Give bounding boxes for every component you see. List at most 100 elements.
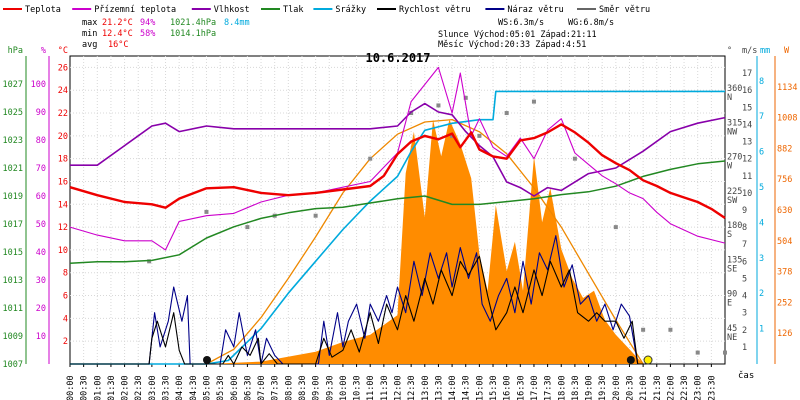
x-tick-label: 03:00 xyxy=(148,375,158,400)
wm2-tick-label: 756 xyxy=(777,175,792,185)
wind-dir-point xyxy=(572,156,577,161)
x-tick-label: 10:30 xyxy=(353,375,363,400)
x-tick-label: 19:00 xyxy=(585,375,595,400)
dir-tick-compass: N xyxy=(727,93,732,103)
ms-tick-label: 5 xyxy=(742,274,747,284)
x-tick-label: 18:00 xyxy=(557,375,567,400)
wind-dir-point xyxy=(245,225,250,230)
x-tick-label: 20:30 xyxy=(625,375,635,400)
x-tick-label: 11:00 xyxy=(366,375,376,400)
temp-tick-label: 6 xyxy=(63,292,68,302)
x-tick-label: 01:00 xyxy=(93,375,103,400)
legend-label: Rychlost větru xyxy=(399,5,471,15)
hpa-tick-label: 1013 xyxy=(3,276,23,286)
x-tick-label: 11:30 xyxy=(380,375,390,400)
legend-label: Přízemní teplota xyxy=(94,5,176,15)
temp-tick-label: 24 xyxy=(58,86,68,96)
x-tick-label: 02:00 xyxy=(121,375,131,400)
x-tick-label: 10:00 xyxy=(339,375,349,400)
x-tick-label: 22:00 xyxy=(666,375,676,400)
pct-tick-label: 30 xyxy=(36,276,46,286)
wm2-tick-label: 1008 xyxy=(777,114,797,124)
wm2-tick-label: 882 xyxy=(777,144,792,154)
dir-tick-label: 45 xyxy=(727,324,737,334)
mm-tick-label: 8 xyxy=(759,77,764,87)
x-tick-label: 07:30 xyxy=(271,375,281,400)
pct-tick-label: 100 xyxy=(31,80,46,90)
dir-tick-compass: W xyxy=(727,162,733,172)
solar-area xyxy=(206,119,644,364)
wm2-tick-label: 378 xyxy=(777,268,792,278)
x-tick-label: 13:30 xyxy=(434,375,444,400)
x-tick-label: 06:30 xyxy=(243,375,253,400)
legend-label: Teplota xyxy=(25,5,61,15)
x-tick-label: 16:00 xyxy=(503,375,513,400)
ms-tick-label: 15 xyxy=(742,103,752,113)
wind-dir-point xyxy=(477,133,482,138)
wind-dir-point xyxy=(313,213,318,218)
x-tick-label: 12:30 xyxy=(407,375,417,400)
x-tick-label: 04:30 xyxy=(189,375,199,400)
wind-dir-point xyxy=(531,99,536,104)
wind-dir-point xyxy=(723,350,727,355)
stats-moon: Měsíc Východ:20:33 Západ:4:51 xyxy=(438,40,586,50)
x-tick-label: 23:00 xyxy=(694,375,704,400)
hpa-tick-label: 1023 xyxy=(3,136,23,146)
temp-tick-label: 18 xyxy=(58,155,68,165)
pressure-line xyxy=(69,160,726,264)
hpa-tick-label: 1019 xyxy=(3,192,23,202)
x-tick-label: 09:30 xyxy=(325,375,335,400)
temp-tick-label: 20 xyxy=(58,132,68,142)
stats-max-hum: 94% xyxy=(140,18,155,28)
dir-tick-label: 315 xyxy=(727,118,742,128)
stats-avg-label: avg xyxy=(82,40,97,50)
temp-tick-label: 26 xyxy=(58,63,68,73)
x-tick-label: 07:00 xyxy=(257,375,267,400)
temp-tick-label: 10 xyxy=(58,246,68,256)
wind-dir-point xyxy=(641,327,646,332)
stats-ws: WS:6.3m/s xyxy=(498,18,544,28)
ground-temp-line xyxy=(69,66,726,251)
ms-tick-label: 13 xyxy=(742,138,752,148)
mm-tick-label: 6 xyxy=(759,148,764,158)
dir-tick-label: 270 xyxy=(727,153,742,163)
wind-dir-point xyxy=(613,225,618,230)
dir-tick-label: 360 xyxy=(727,84,742,94)
ms-tick-label: 10 xyxy=(742,189,752,199)
sunset-marker xyxy=(643,355,653,365)
wm2-tick-label: 630 xyxy=(777,206,792,216)
hpa-tick-label: 1011 xyxy=(3,304,23,314)
hpa-tick-label: 1025 xyxy=(3,108,23,118)
hpa-tick-label: 1009 xyxy=(3,332,23,342)
ms-tick-label: 14 xyxy=(742,120,752,130)
x-tick-label: 08:00 xyxy=(284,375,294,400)
stats-wg: WG:6.8m/s xyxy=(568,18,614,28)
mm-tick-label: 2 xyxy=(759,289,764,299)
pct-tick-label: 20 xyxy=(36,304,46,314)
wm2-tick-label: 504 xyxy=(777,237,792,247)
pct-tick-label: 70 xyxy=(36,164,46,174)
wm2-tick-label: 126 xyxy=(777,329,792,339)
x-tick-label: 14:00 xyxy=(448,375,458,400)
stats-min-temp: 12.4°C xyxy=(102,29,133,39)
pct-tick-label: 60 xyxy=(36,192,46,202)
x-tick-label: 05:30 xyxy=(216,375,226,400)
mm-axis-label: mm xyxy=(760,46,770,56)
ms-tick-label: 2 xyxy=(742,326,747,336)
x-tick-label: 09:00 xyxy=(312,375,322,400)
ms-tick-label: 4 xyxy=(742,292,747,302)
dir-axis-label: ° xyxy=(727,46,732,56)
mm-tick-label: 3 xyxy=(759,254,764,264)
wind-dir-point xyxy=(668,327,673,332)
dir-tick-label: 90 xyxy=(727,290,737,300)
x-tick-label: 21:00 xyxy=(639,375,649,400)
x-tick-label: 18:30 xyxy=(571,375,581,400)
rain-line xyxy=(70,90,725,365)
wind-speed-line xyxy=(70,255,725,365)
mm-tick-label: 7 xyxy=(759,112,764,122)
wind-dir-point xyxy=(368,156,373,161)
ms-axis-label: m/s xyxy=(742,46,757,56)
x-tick-label: 16:30 xyxy=(516,375,526,400)
x-tick-label: 13:00 xyxy=(421,375,431,400)
